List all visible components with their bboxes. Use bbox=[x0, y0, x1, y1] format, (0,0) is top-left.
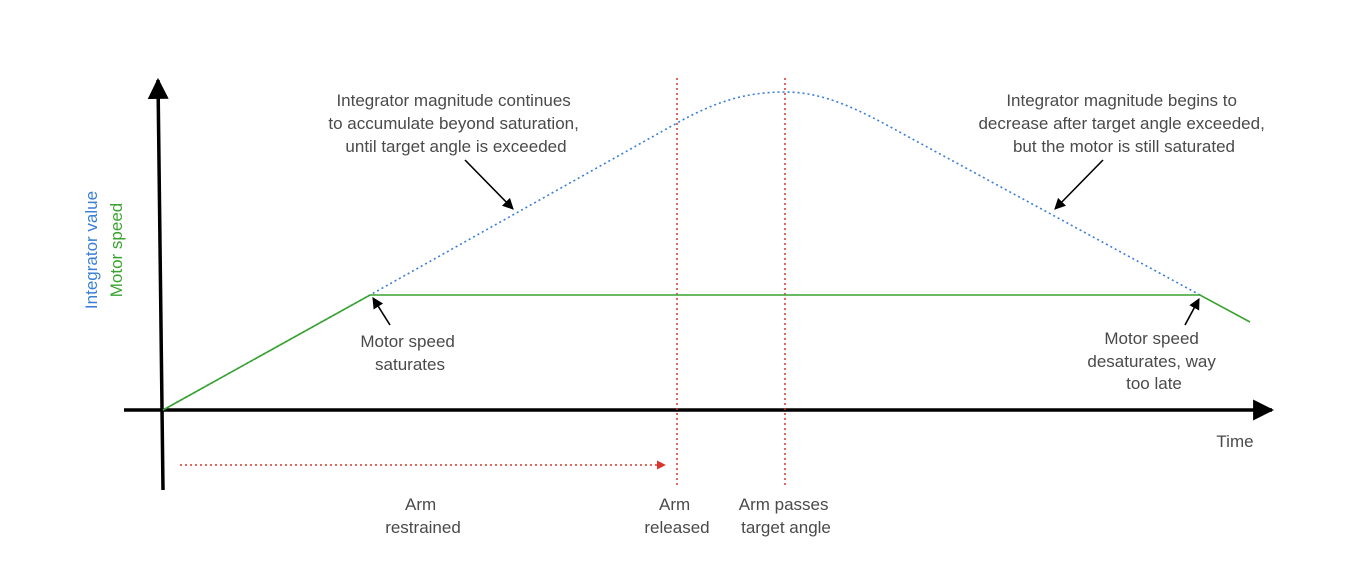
event-line: target angle bbox=[741, 518, 831, 537]
note-line: Motor speed bbox=[1104, 329, 1199, 348]
y-label-motor: Motor speed bbox=[107, 203, 126, 298]
accumulate-arrow bbox=[464, 159, 514, 210]
arm-released-label: Arm released bbox=[644, 495, 709, 537]
integrator-curve bbox=[162, 91, 1201, 411]
note-line: to accumulate beyond saturation, bbox=[328, 114, 578, 133]
note-line: desaturates, way bbox=[1087, 352, 1216, 371]
motor-saturates-note: Motor speed saturates bbox=[360, 332, 459, 374]
motor-desaturates-note: Motor speed desaturates, way too late bbox=[1087, 329, 1220, 393]
note-line: Integrator magnitude begins to bbox=[1006, 91, 1237, 110]
note-line: Motor speed bbox=[360, 332, 455, 351]
y-label-integrator: Integrator value bbox=[82, 191, 101, 309]
event-line: restrained bbox=[385, 518, 461, 537]
desaturates-arrow bbox=[1184, 298, 1200, 326]
event-line: Arm passes bbox=[739, 495, 829, 514]
saturates-arrow bbox=[372, 297, 391, 326]
x-label-time: Time bbox=[1216, 432, 1253, 451]
motor-speed-curve bbox=[162, 294, 1251, 411]
integrator-accumulates-note: Integrator magnitude continues to accumu… bbox=[328, 91, 583, 156]
event-line: Arm bbox=[659, 495, 690, 514]
event-line: Arm bbox=[405, 495, 436, 514]
decrease-arrow bbox=[1054, 159, 1104, 210]
y-axis bbox=[147, 77, 169, 491]
note-line: until target angle is exceeded bbox=[345, 137, 566, 156]
note-line: but the motor is still saturated bbox=[1013, 137, 1235, 156]
event-line: released bbox=[644, 518, 709, 537]
note-line: Integrator magnitude continues bbox=[336, 91, 570, 110]
arm-restrained-label: Arm restrained bbox=[385, 495, 461, 537]
note-line: too late bbox=[1126, 374, 1182, 393]
arm-passes-target-label: Arm passes target angle bbox=[739, 495, 833, 537]
note-line: decrease after target angle exceeded, bbox=[978, 114, 1264, 133]
integrator-decreases-note: Integrator magnitude begins to decrease … bbox=[978, 91, 1269, 156]
note-line: saturates bbox=[375, 355, 445, 374]
